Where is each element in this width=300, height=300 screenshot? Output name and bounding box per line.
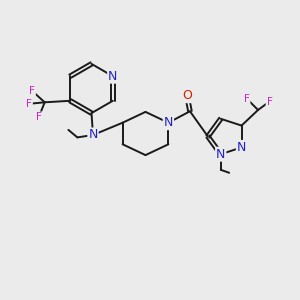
Text: F: F <box>26 99 32 109</box>
Text: N: N <box>237 141 246 154</box>
Text: F: F <box>244 94 250 103</box>
Text: N: N <box>108 70 118 83</box>
Text: F: F <box>29 86 35 96</box>
Text: N: N <box>88 128 98 142</box>
Text: F: F <box>266 97 272 106</box>
Text: O: O <box>182 89 192 102</box>
Text: N: N <box>216 148 225 161</box>
Text: N: N <box>164 116 173 129</box>
Text: F: F <box>36 112 42 122</box>
